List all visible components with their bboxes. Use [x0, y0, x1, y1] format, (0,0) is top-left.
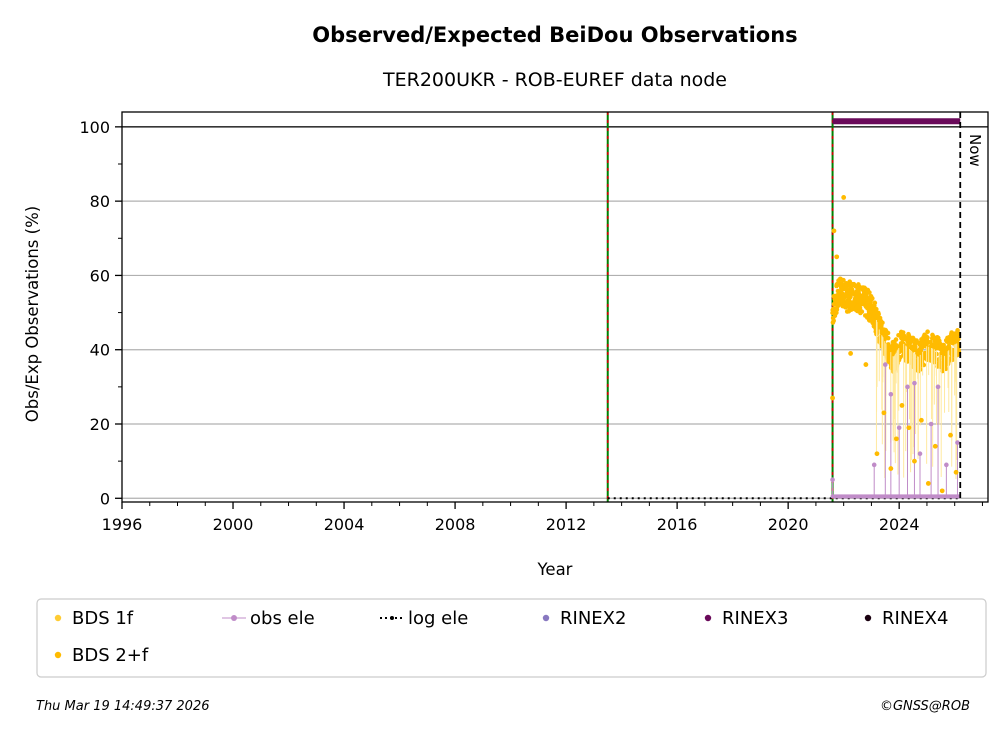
bds-2f-point — [848, 294, 853, 300]
y-tick-label: 0 — [100, 489, 110, 508]
bds-2f-point — [859, 309, 865, 314]
bds-2f-point — [925, 335, 930, 340]
bds-2f-point — [872, 300, 878, 306]
legend-label: RINEX2 — [560, 608, 626, 629]
legend-marker — [54, 614, 62, 622]
legend: BDS 1f obs ele log ele RINEX2 RINEX3 RINEX4 BD… — [54, 608, 948, 666]
x-tick-label: 2020 — [768, 515, 809, 534]
y-tick-label: 80 — [90, 192, 110, 211]
bds-2f-point — [881, 410, 887, 416]
x-axis-label: Year — [537, 560, 573, 579]
bds-2f-point — [834, 254, 840, 260]
obs-ele-point — [955, 440, 960, 445]
y-tick-label: 20 — [90, 415, 110, 434]
obs-ele-point — [944, 462, 949, 468]
chart-subtitle: TER200UKR - ROB-EUREF data node — [382, 69, 727, 91]
obs-ele-point — [888, 391, 894, 397]
legend-marker — [704, 614, 712, 622]
legend-marker — [390, 616, 394, 620]
bds-2f-point — [841, 277, 846, 283]
footer-timestamp: Thu Mar 19 14:49:37 2026 — [36, 699, 210, 714]
bds-2f-point — [918, 417, 924, 423]
bds-2f-point — [831, 318, 836, 324]
bds-2f-point — [830, 395, 835, 401]
y-tick-label: 40 — [90, 341, 110, 360]
bds-2f-point — [857, 305, 863, 311]
obs-ele-point — [830, 477, 835, 483]
x-tick-label: 2000 — [213, 515, 254, 534]
obs-ele-point — [871, 462, 877, 468]
bds-2f-point — [867, 290, 872, 295]
bds-2f-point — [863, 362, 869, 367]
legend-label: log ele — [408, 608, 468, 629]
x-tick-label: 2024 — [879, 515, 920, 534]
bds-2f-point — [880, 320, 885, 326]
bds-2f-point — [953, 469, 959, 475]
obs-ele-point — [935, 384, 941, 390]
legend-marker — [54, 651, 62, 659]
obs-ele-point — [896, 425, 902, 431]
bds-2f-point — [870, 296, 875, 301]
y-axis-label: Obs/Exp Observations (%) — [23, 206, 42, 422]
legend-label: BDS 2+f — [72, 645, 149, 666]
bds-2f-point — [876, 311, 881, 317]
x-tick-label: 2004 — [324, 515, 365, 534]
bds-2f-point — [899, 403, 905, 408]
obs-ele-point — [905, 384, 910, 390]
obs-ele-point — [928, 421, 934, 427]
bds-2f-point — [893, 337, 899, 342]
bds-2f-point — [939, 488, 945, 494]
now-label: Now — [966, 134, 984, 167]
legend-label: RINEX4 — [882, 608, 948, 629]
footer-credit: ©GNSS@ROB — [880, 699, 970, 714]
bds-2f-point — [841, 195, 847, 200]
plot-frame — [121, 111, 989, 503]
bds-2f-point — [888, 466, 894, 471]
data-series: Now — [122, 112, 988, 502]
legend-box — [36, 598, 987, 678]
axes: 1996 2000 2004 2008 2012 2016 2020 2024 0 20 40 60 8… — [79, 118, 983, 534]
bds-2f-point — [873, 306, 879, 312]
bds-2f-point — [894, 436, 899, 442]
chart-title: Observed/Expected BeiDou Observations — [312, 23, 797, 47]
bds-2f-point — [932, 443, 938, 449]
y-tick-label: 60 — [90, 266, 110, 285]
x-tick-label: 2016 — [657, 515, 698, 534]
legend-label: BDS 1f — [72, 608, 134, 629]
bds-2f-point — [912, 458, 917, 464]
obs-ele-point — [917, 451, 923, 457]
bds-2f-point — [848, 351, 854, 356]
bds-2f-point — [925, 481, 931, 486]
x-tick-label: 1996 — [102, 515, 143, 534]
legend-label: obs ele — [250, 608, 315, 629]
bds-2f-point — [885, 335, 891, 341]
bds-2f-point — [948, 432, 953, 438]
legend-marker — [542, 614, 550, 622]
legend-label: RINEX3 — [722, 608, 788, 629]
legend-marker — [864, 614, 872, 622]
obs-ele-point — [883, 362, 888, 367]
bds-2f-point — [885, 330, 891, 336]
bds-2f-point — [906, 425, 912, 431]
bds-2f-point — [831, 228, 837, 234]
obs-ele-point — [912, 380, 917, 386]
x-tick-label: 2012 — [546, 515, 587, 534]
x-tick-label: 2008 — [435, 515, 476, 534]
legend-marker — [231, 615, 237, 621]
bds-2f-point — [955, 330, 961, 336]
bds-2f-point — [874, 451, 880, 457]
bds-2f-point — [925, 329, 930, 334]
y-tick-label: 100 — [79, 118, 110, 137]
